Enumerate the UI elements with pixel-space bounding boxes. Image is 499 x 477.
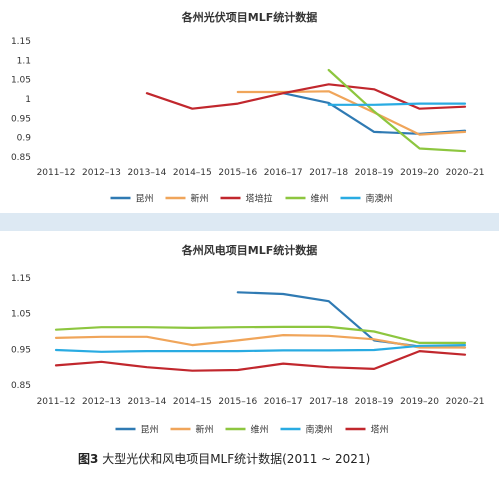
legend-label: 塔州 <box>371 424 389 436</box>
chart-title: 各州风电项目MLF统计数据 <box>181 244 318 257</box>
series-line <box>54 344 467 353</box>
y-tick-label: 1 <box>25 95 31 105</box>
y-tick-label: 1.05 <box>11 76 31 86</box>
legend-label: 新州 <box>196 424 214 436</box>
x-tick-label: 2015–16 <box>218 168 257 178</box>
x-tick-label: 2012–13 <box>82 168 121 178</box>
chart-title: 各州光伏项目MLF统计数据 <box>181 11 318 24</box>
x-tick-label: 2017–18 <box>309 168 348 178</box>
wind-chart-canvas: 0.85 0.95 1.05 1.15 2011–12 2012–13 2013–14 201… <box>11 274 485 436</box>
legend-label: 昆州 <box>141 425 159 436</box>
section-divider <box>0 213 499 231</box>
x-tick-label: 2016–17 <box>264 168 303 178</box>
series-line <box>54 334 467 349</box>
solar-chart-canvas: 0.85 0.9 0.95 1 1.05 1.1 1.15 2011–12 2012–13 201… <box>11 37 485 205</box>
x-tick-label: 2013–14 <box>127 397 166 407</box>
y-tick-label: 1.05 <box>11 310 31 320</box>
series-line <box>236 90 467 136</box>
series-line <box>327 102 467 106</box>
wind-mlf-chart: 各州风电项目MLF统计数据 0.85 0.95 1.05 1.15 2011–12 201… <box>0 231 499 444</box>
y-tick-label: 0.95 <box>11 345 31 355</box>
y-tick-label: 0.9 <box>17 134 32 144</box>
legend-label: 南澳州 <box>306 424 333 436</box>
x-tick-label: 2017–18 <box>309 397 348 407</box>
series-line <box>236 291 467 349</box>
x-tick-label: 2018–19 <box>355 168 394 178</box>
legend-label: 维州 <box>311 193 329 205</box>
x-tick-label: 2018–19 <box>355 397 394 407</box>
x-tick-label: 2020–21 <box>446 397 485 407</box>
y-tick-label: 1.15 <box>11 37 31 47</box>
solar-mlf-chart: 各州光伏项目MLF统计数据 0.85 0.9 0.95 1 1.05 1.1 1.15 201… <box>0 0 499 213</box>
y-tick-label: 0.85 <box>11 381 31 391</box>
x-tick-label: 2011–12 <box>37 397 76 407</box>
x-tick-label: 2016–17 <box>264 397 303 407</box>
figure-caption-text: 大型光伏和风电项目MLF统计数据(2011 ~ 2021) <box>102 452 371 466</box>
y-tick-label: 1.15 <box>11 274 31 284</box>
series-line <box>145 83 467 110</box>
x-tick-label: 2012–13 <box>82 397 121 407</box>
legend-label: 新州 <box>191 193 209 205</box>
legend-label: 南澳州 <box>366 193 393 205</box>
x-tick-label: 2015–16 <box>218 397 257 407</box>
series-line <box>327 68 467 153</box>
x-tick-label: 2019–20 <box>400 168 439 178</box>
x-tick-label: 2020–21 <box>446 168 485 178</box>
legend-label: 昆州 <box>136 194 154 205</box>
series-line <box>54 350 467 372</box>
x-tick-label: 2019–20 <box>400 397 439 407</box>
series-line <box>54 325 467 344</box>
x-tick-label: 2013–14 <box>127 168 166 178</box>
x-tick-label: 2014–15 <box>173 397 212 407</box>
figure-label: 图3 <box>78 452 99 466</box>
y-tick-label: 1.1 <box>17 56 31 66</box>
y-tick-label: 0.85 <box>11 153 31 163</box>
x-tick-label: 2014–15 <box>173 168 212 178</box>
legend-label: 塔培拉 <box>246 193 273 205</box>
y-tick-label: 0.95 <box>11 114 31 124</box>
legend-label: 维州 <box>251 424 269 436</box>
figure-caption: 图3 大型光伏和风电项目MLF统计数据(2011 ~ 2021) <box>78 450 370 467</box>
x-tick-label: 2011–12 <box>37 168 76 178</box>
